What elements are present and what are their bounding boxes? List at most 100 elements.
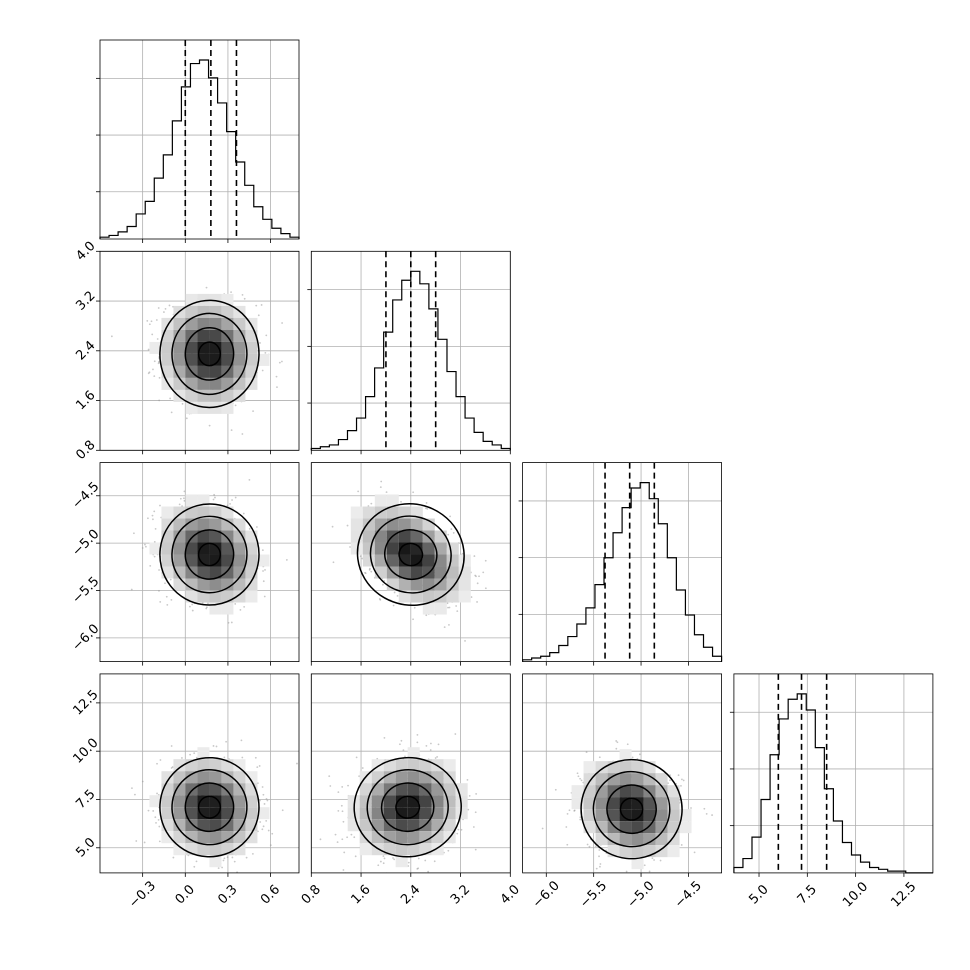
sample-point	[468, 794, 471, 797]
sample-point	[152, 518, 154, 521]
density-cell	[583, 797, 596, 810]
density-cell	[607, 809, 620, 822]
density-cell	[607, 785, 620, 798]
sample-point	[350, 833, 353, 836]
density-cell	[371, 819, 384, 832]
density-cell	[221, 566, 234, 579]
sample-point	[227, 621, 230, 624]
sample-point	[195, 756, 198, 759]
sample-point	[150, 320, 153, 323]
density-cell	[245, 329, 258, 342]
sample-point	[626, 743, 629, 746]
sample-point	[667, 782, 669, 785]
histogram-step-line	[522, 482, 723, 662]
x-tick-label: 5.0	[746, 882, 771, 907]
density-cell	[221, 530, 234, 543]
contour-line	[184, 782, 235, 833]
density-cell	[395, 855, 408, 868]
panel-frame	[522, 673, 722, 874]
sample-point	[367, 505, 370, 507]
sample-point	[648, 870, 651, 873]
sample-point	[133, 532, 135, 535]
density-cell	[395, 795, 408, 808]
density-cell	[419, 831, 432, 844]
sample-point	[368, 567, 371, 570]
sample-point	[141, 547, 144, 549]
sample-point	[234, 404, 237, 407]
density-cell	[431, 807, 444, 820]
sample-point	[213, 493, 216, 496]
density-cell	[209, 506, 222, 519]
density-cell	[209, 329, 222, 342]
contour-line	[184, 327, 235, 381]
sample-point	[598, 855, 600, 858]
density-cell	[221, 578, 234, 591]
sample-point	[230, 291, 232, 294]
sample-point	[281, 360, 283, 363]
density-cell	[434, 566, 447, 579]
density-cell	[583, 821, 596, 834]
sample-point	[476, 582, 479, 585]
density-cell	[173, 807, 186, 820]
density-cell	[398, 578, 411, 591]
density-cell	[209, 353, 222, 366]
x-tick-label: −5.0	[625, 878, 658, 911]
sample-point	[183, 499, 186, 502]
density-cell	[419, 795, 432, 808]
density-cell	[197, 353, 210, 366]
density-cell	[161, 542, 174, 555]
sample-point	[153, 360, 156, 363]
contour-line	[197, 542, 222, 567]
sample-point	[437, 743, 440, 746]
density-cell	[631, 857, 644, 870]
density-cell	[655, 809, 668, 822]
density-cell	[233, 554, 246, 567]
contour-line	[384, 529, 438, 581]
density-cell	[161, 831, 174, 844]
sample-point	[147, 517, 149, 520]
sample-point	[148, 323, 151, 326]
density-cell	[398, 566, 411, 579]
sample-point	[353, 836, 356, 839]
density-cell	[410, 542, 423, 555]
density-cell	[221, 831, 234, 844]
sample-point	[243, 605, 246, 608]
sample-point	[580, 779, 583, 782]
sample-point	[693, 851, 696, 854]
sample-point	[267, 829, 270, 832]
contour-line	[159, 756, 260, 858]
sample-point	[230, 621, 233, 624]
sample-point	[151, 514, 154, 517]
density-cell	[410, 506, 423, 519]
sample-point	[336, 841, 339, 844]
sample-point	[680, 844, 683, 846]
sample-point	[383, 736, 386, 739]
sample-point	[434, 888, 436, 890]
sample-point	[281, 809, 284, 812]
density-cell	[173, 353, 186, 366]
density-cell	[245, 341, 258, 354]
scatter-panel-1-3	[310, 673, 511, 890]
histogram-panel-1	[307, 250, 511, 455]
sample-point	[359, 555, 362, 558]
density-cell	[595, 785, 608, 798]
density-cell	[221, 819, 234, 832]
sample-point	[412, 491, 415, 494]
density-cell	[667, 833, 680, 846]
sample-point	[337, 791, 340, 794]
sample-point	[189, 605, 191, 608]
density-cell	[197, 377, 210, 390]
sample-point	[407, 861, 410, 864]
sample-point	[182, 497, 185, 500]
sample-point	[413, 606, 416, 609]
sample-point	[252, 410, 254, 413]
density-cell	[209, 401, 222, 414]
sample-point	[615, 747, 618, 750]
sample-point	[334, 833, 337, 836]
sample-point	[240, 739, 243, 742]
sample-point	[225, 740, 228, 743]
sample-point	[616, 741, 619, 744]
density-cell	[233, 353, 246, 366]
y-tick-label: 0.8	[73, 438, 98, 463]
contour-line	[580, 758, 683, 860]
